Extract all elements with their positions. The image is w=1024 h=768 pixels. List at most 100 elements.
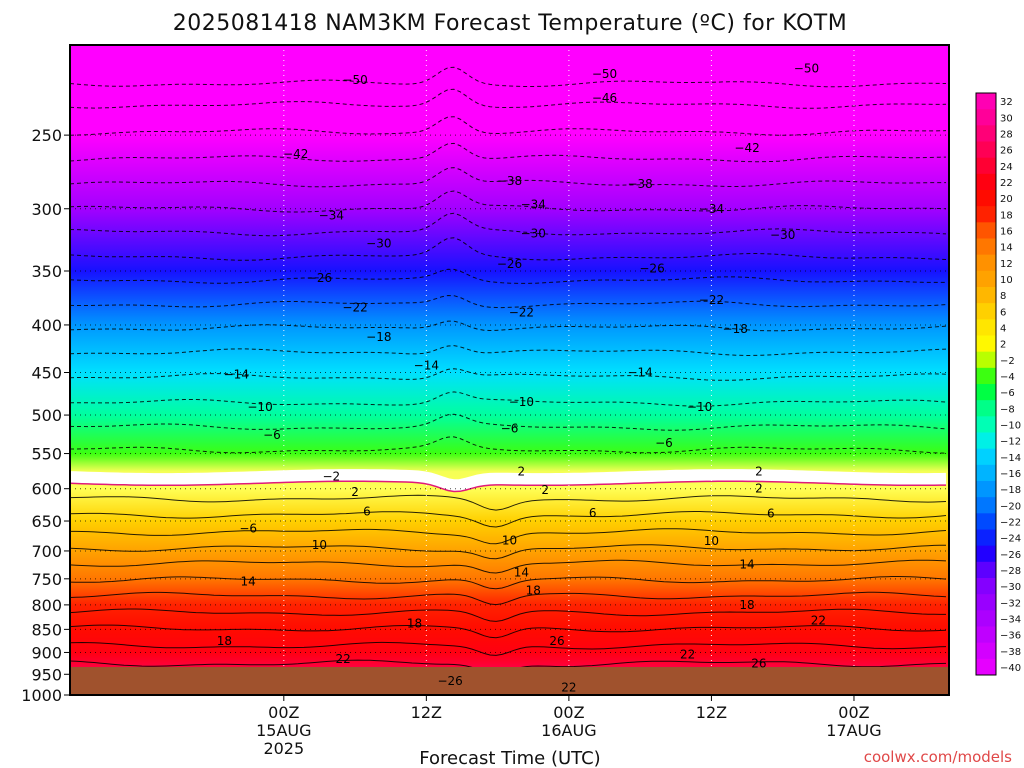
colorbar-label: −8: [1000, 404, 1015, 415]
contour-line: [69, 544, 946, 560]
contour-label: 18: [526, 583, 541, 597]
contour-label: 2: [518, 465, 526, 479]
colorbar-label: −16: [1000, 469, 1021, 480]
y-axis-pressure: 250 300 350 400 450 500 550 600 650 700 750 800 850 9…: [21, 126, 70, 705]
colorbar-swatch: [976, 529, 996, 547]
colorbar-label: 6: [1000, 307, 1006, 318]
contour-label: −22: [342, 300, 367, 314]
contour-label: −34: [699, 202, 724, 216]
colorbar-label: −10: [1000, 420, 1021, 431]
contour-label: 18: [407, 617, 422, 631]
contour-label: 22: [336, 652, 351, 666]
colorbar-swatch: [976, 157, 996, 175]
y-tick-label: 800: [31, 596, 62, 615]
colorbar-swatch: [976, 319, 996, 336]
temperature-field: [70, 45, 949, 695]
contour-label: −22: [699, 293, 724, 307]
x-tick-label: 16AUG: [541, 721, 596, 740]
colorbar-swatch: [976, 287, 996, 304]
contour-line: [70, 528, 947, 545]
colorbar-label: −4: [1000, 372, 1015, 383]
colorbar-swatch: [976, 141, 996, 159]
contour-label: −10: [687, 400, 712, 414]
contour-label: −38: [497, 174, 522, 188]
contour-label: −14: [414, 358, 439, 372]
y-tick-label: 850: [31, 620, 62, 639]
x-tick-label: 00Z: [268, 703, 299, 722]
colorbar-label: −28: [1000, 566, 1021, 577]
colorbar-swatch: [976, 254, 996, 272]
colorbar-label: 30: [1000, 113, 1013, 124]
contour-label: −26: [307, 271, 332, 285]
y-tick-label: 500: [31, 406, 62, 425]
y-tick-label: 1000: [21, 686, 62, 705]
colorbar-swatch: [976, 335, 996, 353]
colorbar-swatch: [976, 416, 996, 433]
colorbar-swatch: [976, 222, 996, 239]
contour-label: −38: [627, 177, 652, 191]
y-tick-label: 750: [31, 570, 62, 589]
x-axis-title: Forecast Time (UTC): [419, 748, 600, 768]
contour-label: −50: [794, 62, 819, 76]
contour-line: [69, 624, 947, 639]
contour-label: −6: [655, 436, 673, 450]
contour-label: 2: [541, 483, 549, 497]
contour-label: −30: [770, 228, 795, 242]
contour-line: [69, 190, 947, 213]
contour-line: [69, 268, 947, 284]
colorbar-swatch: [976, 125, 996, 142]
colorbar-swatch: [976, 497, 996, 514]
colorbar-swatch: [976, 594, 996, 611]
ground-surface: [70, 667, 949, 695]
contour-label: −50: [342, 73, 367, 87]
colorbar-swatch: [976, 432, 996, 450]
colorbar-swatch: [976, 561, 996, 579]
colorbar-label: 12: [1000, 259, 1013, 270]
contour-label: 14: [241, 574, 256, 588]
x-tick-label: 17AUG: [826, 721, 881, 740]
contour-label: −26: [497, 257, 522, 271]
contour-label: −6: [501, 422, 519, 436]
contour-label: −46: [592, 91, 617, 105]
contour-label: 10: [502, 533, 517, 547]
plot-area: −50 −50 −46 −50 −42 −42 −38 −38 −34 −34 −34 −30 −30 −…: [69, 44, 950, 696]
colorbar-swatch: [976, 367, 996, 385]
colorbar-label: −36: [1000, 631, 1021, 642]
colorbar-swatch: [976, 578, 996, 595]
colorbar-label: 8: [1000, 291, 1006, 302]
contour-label: −2: [322, 469, 340, 483]
chart-title: 2025081418 NAM3KM Forecast Temperature (…: [173, 11, 847, 36]
contour-label: 26: [751, 657, 766, 671]
colorbar-label: −38: [1000, 647, 1021, 658]
colorbar-label: −20: [1000, 501, 1021, 512]
contour-label: −18: [366, 330, 391, 344]
contour-line: [69, 511, 947, 528]
grid-lines: [70, 45, 949, 696]
contour-label: 10: [704, 534, 719, 548]
colorbar-swatch: [976, 173, 996, 191]
colorbar-label: 24: [1000, 162, 1013, 173]
contour-label: 14: [739, 558, 754, 572]
colorbar-label: 2: [1000, 340, 1006, 351]
contour-label: −50: [592, 67, 617, 81]
contour-line: [69, 494, 947, 511]
contour-line: [69, 591, 947, 606]
colorbar-swatch: [976, 448, 996, 466]
contour-label: −10: [509, 395, 534, 409]
colorbar-swatch: [976, 206, 996, 223]
colorbar-swatch: [976, 351, 996, 369]
contour-label: −30: [366, 237, 391, 251]
contour-label: 22: [811, 614, 826, 628]
y-tick-label: 250: [31, 126, 62, 145]
colorbar-label: 18: [1000, 210, 1013, 221]
colorbar-swatch: [976, 642, 996, 660]
colorbar-swatch: [976, 270, 996, 288]
contour-label: 6: [363, 505, 371, 519]
colorbar-label: −18: [1000, 485, 1021, 496]
colorbar-label: −24: [1000, 534, 1021, 545]
colorbar-label: 4: [1000, 323, 1006, 334]
colorbar-label: 16: [1000, 226, 1013, 237]
colorbar-label: 32: [1000, 97, 1013, 108]
y-tick-label: 600: [31, 480, 62, 499]
